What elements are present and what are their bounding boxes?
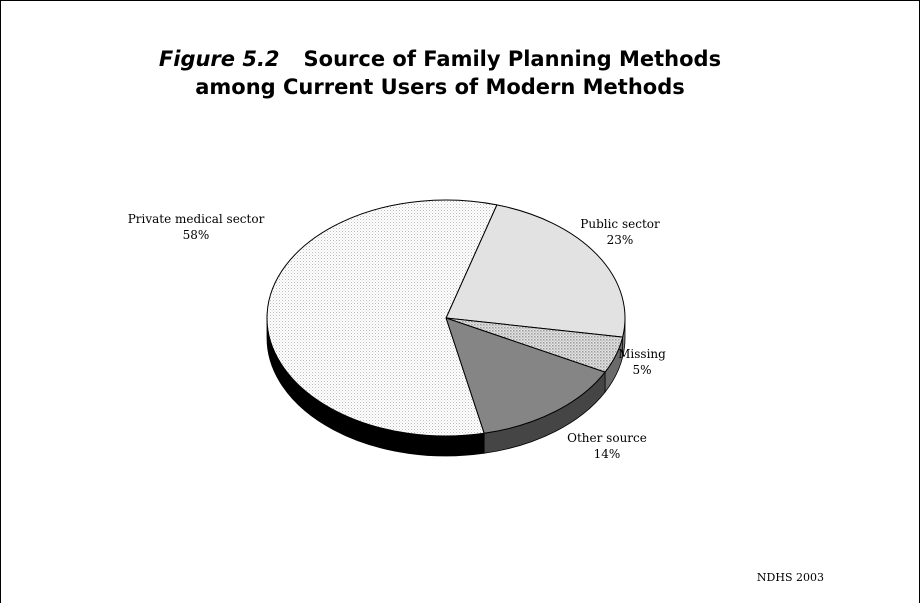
title-line-2: among Current Users of Modern Methods [195, 75, 685, 99]
slice-label-text: Missing [618, 347, 666, 361]
slice-other-source [445, 317, 606, 434]
slice-value-label: 58% [182, 228, 210, 242]
slice-label-public-sector: Public sector 23% [580, 216, 659, 248]
slice-label-text: Private medical sector [127, 212, 265, 226]
slice-label-other-source: Other source 14% [567, 430, 647, 462]
slice-private-medical-sector [266, 199, 498, 437]
slice-value-label: 14% [593, 447, 621, 461]
slice-public-sector [445, 204, 626, 338]
chart-title: Figure 5.2 Source of Family Planning Meth… [0, 45, 880, 101]
slice-value-label: 5% [632, 363, 652, 377]
slice-label-missing: Missing 5% [618, 346, 666, 378]
figure-label: Figure 5.2 [158, 47, 280, 71]
title-line-1: Source of Family Planning Methods [303, 47, 722, 71]
source-note: NDHS 2003 [756, 571, 824, 584]
pie-tops [266, 199, 626, 437]
slice-label-text: Public sector [580, 217, 660, 231]
slice-value-label: 23% [606, 233, 634, 247]
slice-label-text: Other source [567, 431, 647, 445]
slice-label-private-medical-sector: Private medical sector 58% [128, 211, 265, 243]
